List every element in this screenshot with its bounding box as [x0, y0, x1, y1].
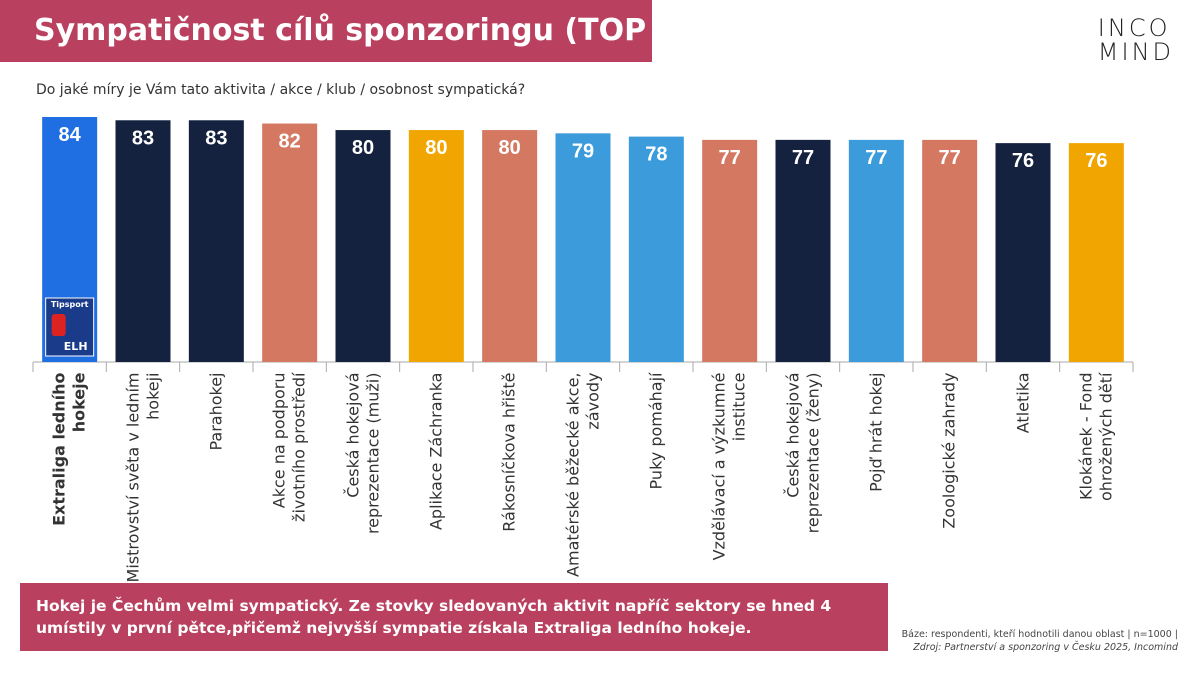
category-label: Aplikace Záchranka: [426, 372, 446, 530]
value-label: 76: [1085, 150, 1107, 172]
bar: [408, 130, 464, 362]
category-label: Pojď hrát hokej: [866, 372, 886, 492]
category-label: Česká hokejová reprezentace (ženy): [783, 372, 822, 533]
category-label: Puky pomáhají: [646, 372, 666, 489]
value-label: 80: [425, 137, 447, 159]
bar: [775, 139, 831, 362]
base-note: Báze: respondenti, kteří hodnotili danou…: [901, 629, 1178, 640]
bar: [922, 139, 978, 362]
subtitle: Do jaké míry je Vám tato aktivita / akce…: [36, 82, 526, 98]
bar: [848, 139, 904, 362]
category-label: Parahokej: [206, 372, 226, 451]
bar: [115, 120, 171, 363]
value-label: 76: [1012, 150, 1034, 172]
bar: [995, 143, 1051, 362]
bar-logo-label: ELH: [64, 340, 88, 353]
value-label: 80: [352, 137, 374, 159]
notes: Báze: respondenti, kteří hodnotili danou…: [902, 628, 1178, 654]
logo: INCO MIND: [1098, 16, 1174, 64]
value-label: 82: [279, 131, 301, 153]
category-label: Amatérské běžecké akce, závody: [563, 372, 602, 577]
bar: [262, 123, 318, 363]
bar-logo-emblem: [51, 314, 66, 336]
bar: [188, 120, 244, 363]
value-label: 80: [499, 137, 521, 159]
bar: [702, 139, 758, 362]
title-banner: Sympatičnost cílů sponzoringu (TOP 15): [0, 0, 652, 110]
value-label: 83: [132, 127, 154, 149]
bar: [482, 130, 538, 362]
value-label: 77: [939, 147, 961, 169]
category-label: Česká hokejová reprezentace (muži): [343, 372, 382, 534]
value-label: 77: [719, 147, 741, 169]
value-label: 84: [59, 124, 82, 146]
category-label: Akce na podporu životního prostředí: [269, 372, 309, 522]
category-label: Atletika: [1013, 372, 1032, 433]
category-label: Vzdělávací a výzkumné instituce: [709, 372, 749, 560]
value-label: 83: [205, 127, 227, 149]
bar: [555, 133, 611, 362]
bar-logo-brand: Tipsport: [51, 300, 89, 309]
category-label: Rákosníčkova hřiště: [499, 372, 519, 532]
category-label: Zoologické zahrady: [939, 372, 959, 529]
category-label: Mistrovství světa v ledním hokeji: [123, 372, 162, 582]
category-label: Klokánek - Fond ohrožených dětí: [1076, 372, 1116, 501]
value-label: 77: [865, 147, 887, 169]
value-label: 77: [792, 147, 814, 169]
logo-line: MIND: [1097, 38, 1174, 66]
logo-line: INCO: [1097, 14, 1171, 42]
bar: [628, 136, 684, 362]
category-label: Extraliga ledního hokeje: [49, 372, 89, 526]
callout: Hokej je Čechům velmi sympatický. Ze sto…: [20, 583, 888, 651]
source: Zdroj: Partnerství a sponzoring v Česku …: [913, 642, 1178, 653]
value-label: 79: [572, 140, 594, 162]
bar: [1068, 143, 1124, 362]
bar: [335, 130, 391, 362]
value-label: 78: [645, 144, 667, 166]
